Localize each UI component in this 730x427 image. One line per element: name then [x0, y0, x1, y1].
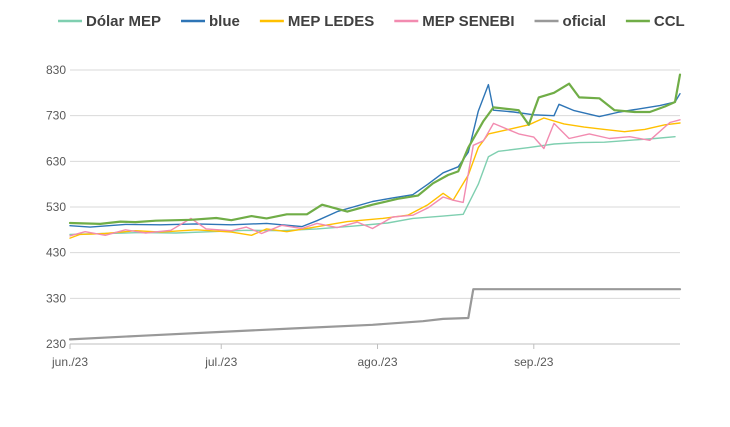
- legend-label: MEP LEDES: [288, 13, 374, 30]
- chart-legend: Dólar MEP blue MEP LEDES MEP SENEBI oficial C…: [58, 13, 685, 30]
- y-tick-label: 430: [46, 246, 66, 260]
- legend-item: blue: [181, 13, 240, 30]
- y-tick-label: 230: [46, 337, 66, 351]
- x-axis: jun./23 jul./23 ago./23 sep./23: [51, 343, 680, 369]
- legend-item: CCL: [625, 13, 685, 30]
- y-tick-label: 330: [46, 291, 66, 305]
- legend-label: Dólar MEP: [86, 13, 161, 30]
- legend-item: MEP LEDES: [259, 13, 374, 30]
- series-line-oficial: [68, 288, 682, 341]
- x-tick-label: jun./23: [51, 355, 88, 369]
- legend-label: oficial: [563, 13, 606, 30]
- x-tick-label: ago./23: [357, 355, 397, 369]
- series-line-ccl: [68, 73, 682, 225]
- legend-label: MEP SENEBI: [422, 13, 514, 30]
- legend-label: CCL: [654, 13, 685, 30]
- y-tick-label: 530: [46, 200, 66, 214]
- y-tick-label: 830: [46, 63, 66, 77]
- x-tick-label: sep./23: [514, 355, 554, 369]
- y-axis-tick-labels: 230 330 430 530 630 730 830: [46, 63, 66, 351]
- legend-item: oficial: [534, 13, 606, 30]
- series-line-d-lar-mep: [69, 135, 676, 236]
- y-tick-label: 730: [46, 109, 66, 123]
- legend-label: blue: [209, 13, 240, 30]
- plot-area: [68, 73, 682, 341]
- series-line-mep-ledes: [69, 117, 681, 239]
- y-tick-label: 630: [46, 154, 66, 168]
- legend-item: MEP SENEBI: [394, 13, 515, 30]
- series-line-mep-senebi: [69, 119, 681, 237]
- y-gridlines: [70, 69, 680, 345]
- series-line-blue: [69, 83, 681, 228]
- legend-item: Dólar MEP: [58, 13, 161, 30]
- x-tick-label: jul./23: [204, 355, 237, 369]
